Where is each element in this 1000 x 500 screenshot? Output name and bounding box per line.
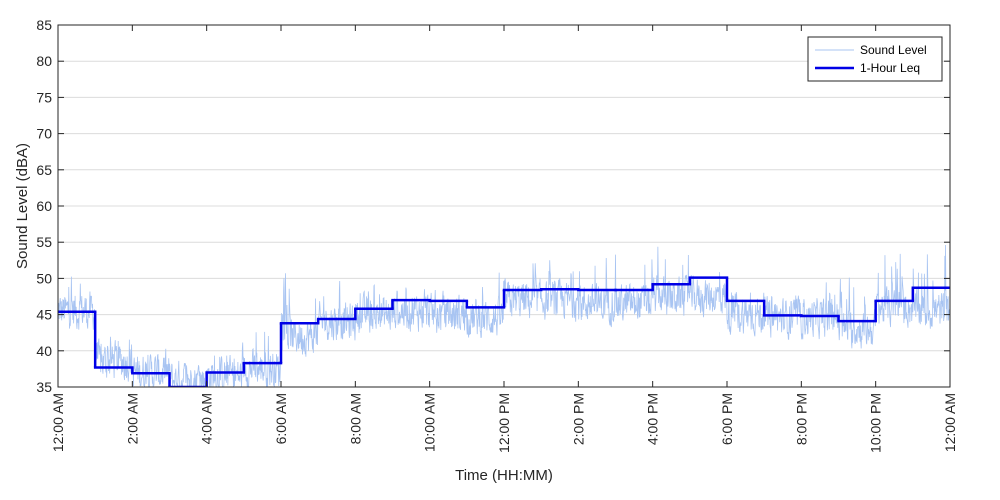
y-tick-label: 80 xyxy=(36,53,52,69)
plot-area xyxy=(58,245,950,387)
axis-ticks: 35 40 45 50 55 60 65 70 75 80 85 12:00 AM 2:00 AM 4:0… xyxy=(36,17,958,453)
x-tick-label: 2:00 PM xyxy=(570,393,586,445)
legend-label-sound-level: Sound Level xyxy=(860,43,927,57)
y-tick-label: 40 xyxy=(36,343,52,359)
y-tick-label: 35 xyxy=(36,379,52,395)
x-tick-label: 12:00 AM xyxy=(942,393,958,452)
y-tick-label: 55 xyxy=(36,234,52,250)
y-axis-label: Sound Level (dBA) xyxy=(14,143,31,269)
y-tick-label: 85 xyxy=(36,17,52,33)
y-tick-label: 70 xyxy=(36,126,52,142)
legend-box xyxy=(807,36,943,82)
x-tick-label: 4:00 AM xyxy=(199,393,215,444)
x-tick-label: 2:00 AM xyxy=(124,393,140,444)
legend: Sound Level 1-Hour Leq xyxy=(807,36,943,82)
x-tick-label: 8:00 PM xyxy=(793,393,809,445)
y-tick-label: 65 xyxy=(36,162,52,178)
x-tick-label: 10:00 PM xyxy=(868,393,884,453)
x-tick-label: 12:00 PM xyxy=(496,393,512,453)
legend-label-1-hour-leq: 1-Hour Leq xyxy=(860,61,920,75)
x-tick-label: 12:00 AM xyxy=(50,393,66,452)
grid-lines xyxy=(58,60,950,352)
x-tick-label: 4:00 PM xyxy=(645,393,661,445)
series-sound-level xyxy=(58,245,950,387)
x-tick-label: 6:00 AM xyxy=(273,393,289,444)
y-tick-label: 50 xyxy=(36,270,52,286)
y-tick-label: 60 xyxy=(36,198,52,214)
x-axis-label: Time (HH:MM) xyxy=(455,467,553,484)
y-tick-label: 75 xyxy=(36,89,52,105)
y-tick-label: 45 xyxy=(36,307,52,323)
x-tick-label: 10:00 AM xyxy=(422,393,438,452)
x-tick-label: 6:00 PM xyxy=(719,393,735,445)
x-tick-label: 8:00 AM xyxy=(347,393,363,444)
